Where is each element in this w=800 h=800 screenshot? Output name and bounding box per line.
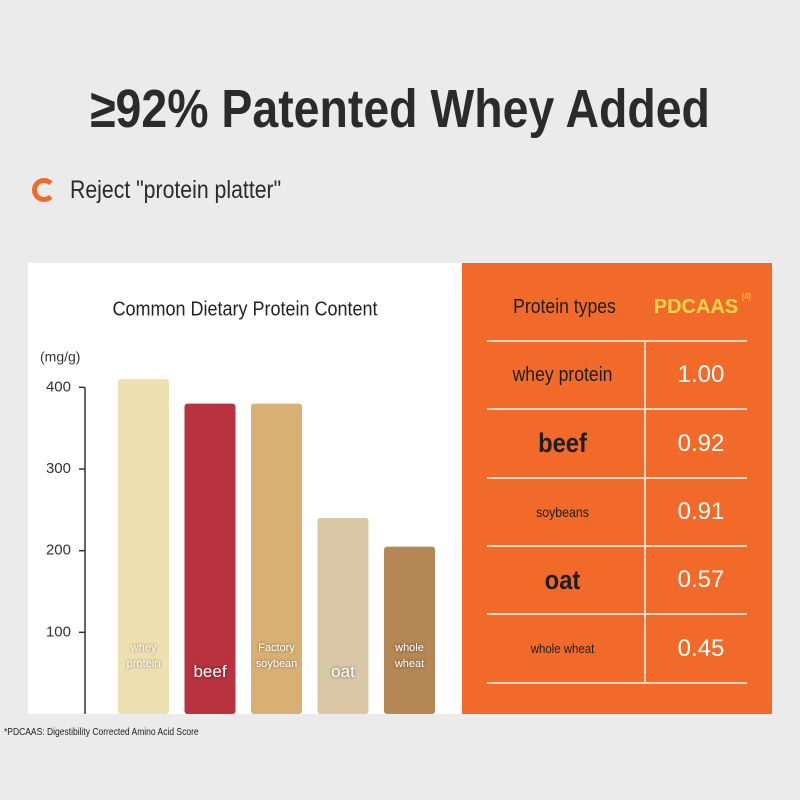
bar: [118, 379, 169, 714]
table-divider: [644, 340, 646, 682]
y-tick-label: 300: [46, 460, 71, 477]
bar-label: Factory soybean: [255, 642, 298, 670]
table-value: 0.92: [677, 429, 725, 457]
table-rule: [487, 613, 747, 615]
icon: [32, 178, 56, 202]
bar-label: whey protein: [126, 642, 161, 670]
y-tick-label: 200: [46, 542, 71, 559]
subtitle: Reject "protein platter": [70, 176, 282, 204]
bar: [317, 518, 369, 714]
table-rule: [487, 682, 747, 684]
table-cell: whole wheat: [530, 641, 595, 656]
table-cell: beef: [538, 428, 587, 458]
bar-label: beef: [193, 662, 227, 681]
y-tick-label: 400: [46, 378, 71, 395]
y-label: (mg/g): [40, 349, 80, 365]
table-rule: [487, 408, 747, 410]
table-panel: [462, 263, 772, 714]
table-cell: oat: [544, 564, 581, 595]
bar: [184, 403, 236, 714]
chart-title: Common Dietary Protein Content: [113, 298, 379, 320]
table-value: 0.91: [677, 498, 725, 525]
table-rule: [487, 340, 747, 342]
table-value: 0.45: [677, 634, 725, 662]
title: ≥92% Patented Whey Added: [90, 79, 710, 139]
bar-label: whole wheat: [394, 642, 425, 670]
table-value: 0.57: [677, 566, 725, 593]
y-tick-label: 100: [46, 623, 71, 640]
bar-label: oat: [331, 662, 355, 681]
table-header: Protein types: [513, 295, 616, 318]
bar: [384, 546, 435, 714]
table-header: PDCAAS: [653, 295, 739, 318]
table-rule: [487, 545, 747, 547]
footnote-ref: [4]: [742, 292, 751, 301]
table-cell: soybeans: [536, 503, 589, 520]
table-value: 1.00: [677, 361, 725, 388]
bar: [251, 403, 302, 714]
table-cell: whey protein: [512, 363, 613, 386]
footnote: *PDCAAS: Digestibility Corrected Amino A…: [4, 727, 199, 738]
table-rule: [487, 477, 747, 479]
